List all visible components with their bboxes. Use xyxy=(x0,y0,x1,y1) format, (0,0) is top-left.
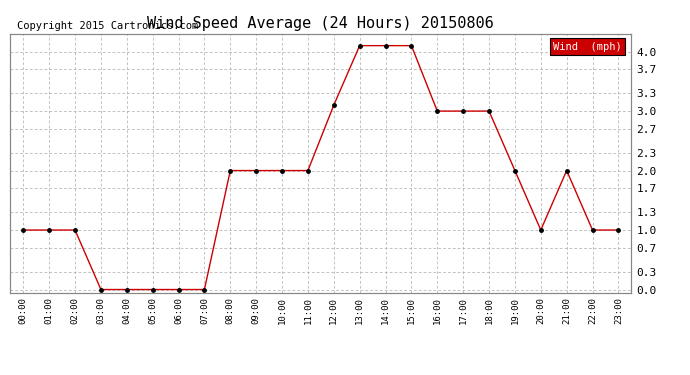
Text: Wind  (mph): Wind (mph) xyxy=(553,42,622,51)
Text: Copyright 2015 Cartronics.com: Copyright 2015 Cartronics.com xyxy=(17,21,198,31)
Title: Wind Speed Average (24 Hours) 20150806: Wind Speed Average (24 Hours) 20150806 xyxy=(148,16,494,31)
